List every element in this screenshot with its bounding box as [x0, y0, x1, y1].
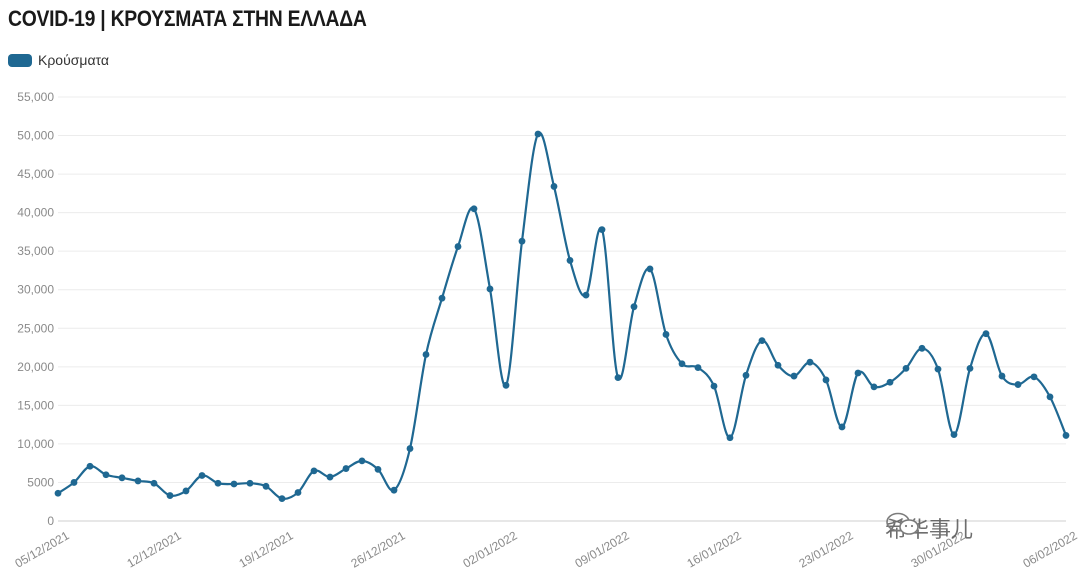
x-tick-label: 09/01/2022: [572, 528, 631, 570]
gridlines: [58, 96, 1066, 522]
data-point: [150, 479, 158, 487]
data-point: [822, 376, 830, 384]
data-point: [550, 183, 558, 190]
data-point: [582, 291, 590, 299]
data-point: [406, 445, 414, 452]
data-point: [390, 486, 398, 494]
x-tick-label: 23/01/2022: [796, 528, 855, 570]
data-point: [134, 477, 142, 485]
x-tick-label: 06/02/2022: [1020, 528, 1079, 570]
data-point: [262, 482, 270, 490]
data-point: [742, 371, 750, 379]
data-point: [518, 237, 526, 245]
data-point: [790, 372, 798, 380]
x-tick-label: 19/12/2021: [236, 528, 295, 570]
data-point: [630, 303, 638, 311]
data-point: [198, 472, 206, 479]
y-tick-label: 30,000: [17, 283, 54, 297]
x-tick-label: 16/01/2022: [684, 528, 743, 570]
data-point: [566, 257, 574, 264]
data-point: [102, 471, 110, 479]
legend-swatch: [8, 53, 32, 67]
y-tick-label: 50,000: [17, 129, 54, 143]
y-tick-label: 0: [47, 514, 54, 528]
data-point: [710, 382, 718, 390]
data-point: [694, 364, 702, 371]
watermark: 希华事儿: [885, 512, 973, 544]
data-point: [470, 205, 478, 213]
y-axis-labels: 0 5000 10,000 15,000 20,000 25,000 30,000 35,00…: [17, 90, 54, 528]
data-point: [886, 378, 894, 386]
y-tick-label: 20,000: [17, 360, 54, 374]
data-point: [230, 480, 238, 488]
data-point: [934, 365, 942, 373]
legend[interactable]: Κρούσματα: [8, 52, 109, 68]
data-point: [1046, 393, 1054, 401]
data-point: [454, 243, 462, 250]
data-point: [438, 294, 446, 302]
data-point: [534, 130, 542, 138]
data-point: [342, 465, 350, 472]
data-point: [678, 360, 686, 368]
data-point: [950, 431, 958, 439]
data-point: [918, 344, 926, 352]
data-point: [278, 495, 286, 503]
y-tick-label: 15,000: [17, 398, 54, 412]
data-point: [486, 285, 494, 293]
data-point: [422, 351, 430, 358]
x-tick-label: 12/12/2021: [124, 528, 183, 570]
y-tick-label: 5000: [27, 475, 54, 489]
data-point: [358, 457, 366, 465]
data-point: [86, 462, 94, 470]
data-point: [726, 434, 734, 442]
legend-label: Κρούσματα: [38, 52, 109, 68]
data-point: [294, 489, 302, 496]
data-point: [854, 369, 862, 377]
y-tick-label: 55,000: [17, 90, 54, 104]
y-tick-label: 25,000: [17, 321, 54, 335]
data-point: [502, 381, 510, 389]
watermark-text: 希华事儿: [885, 517, 974, 542]
data-point: [310, 467, 318, 475]
y-tick-label: 45,000: [17, 167, 54, 181]
data-point: [598, 226, 606, 233]
y-tick-label: 40,000: [17, 206, 54, 220]
chart-title: COVID-19 | ΚΡΟΥΣΜΑΤΑ ΣΤΗΝ ΕΛΛΑΔΑ: [8, 6, 367, 31]
data-point: [182, 487, 190, 495]
data-point: [54, 489, 62, 497]
data-point: [1062, 432, 1070, 439]
data-point: [70, 479, 78, 486]
wechat-icon: [886, 512, 919, 535]
data-point: [870, 383, 878, 391]
data-point: [806, 358, 814, 366]
data-point: [902, 364, 910, 372]
data-point: [774, 361, 782, 369]
x-tick-label: 05/12/2021: [12, 528, 71, 570]
x-tick-label: 02/01/2022: [460, 528, 519, 570]
data-point: [326, 473, 334, 481]
data-point: [246, 479, 254, 487]
data-point: [1030, 373, 1038, 381]
data-point: [166, 492, 174, 499]
data-point: [118, 474, 126, 482]
data-point: [662, 331, 670, 338]
data-point: [1014, 381, 1022, 388]
y-tick-label: 35,000: [17, 244, 54, 258]
data-point: [374, 465, 382, 473]
data-point: [646, 265, 654, 273]
data-point: [998, 372, 1006, 380]
y-tick-label: 10,000: [17, 437, 54, 451]
data-point: [982, 330, 990, 338]
x-tick-label: 26/12/2021: [348, 528, 407, 570]
data-point: [214, 479, 222, 487]
data-points: [54, 130, 1070, 503]
data-point: [758, 337, 766, 345]
data-point: [966, 364, 974, 372]
data-point: [614, 374, 622, 382]
data-point: [838, 423, 846, 431]
